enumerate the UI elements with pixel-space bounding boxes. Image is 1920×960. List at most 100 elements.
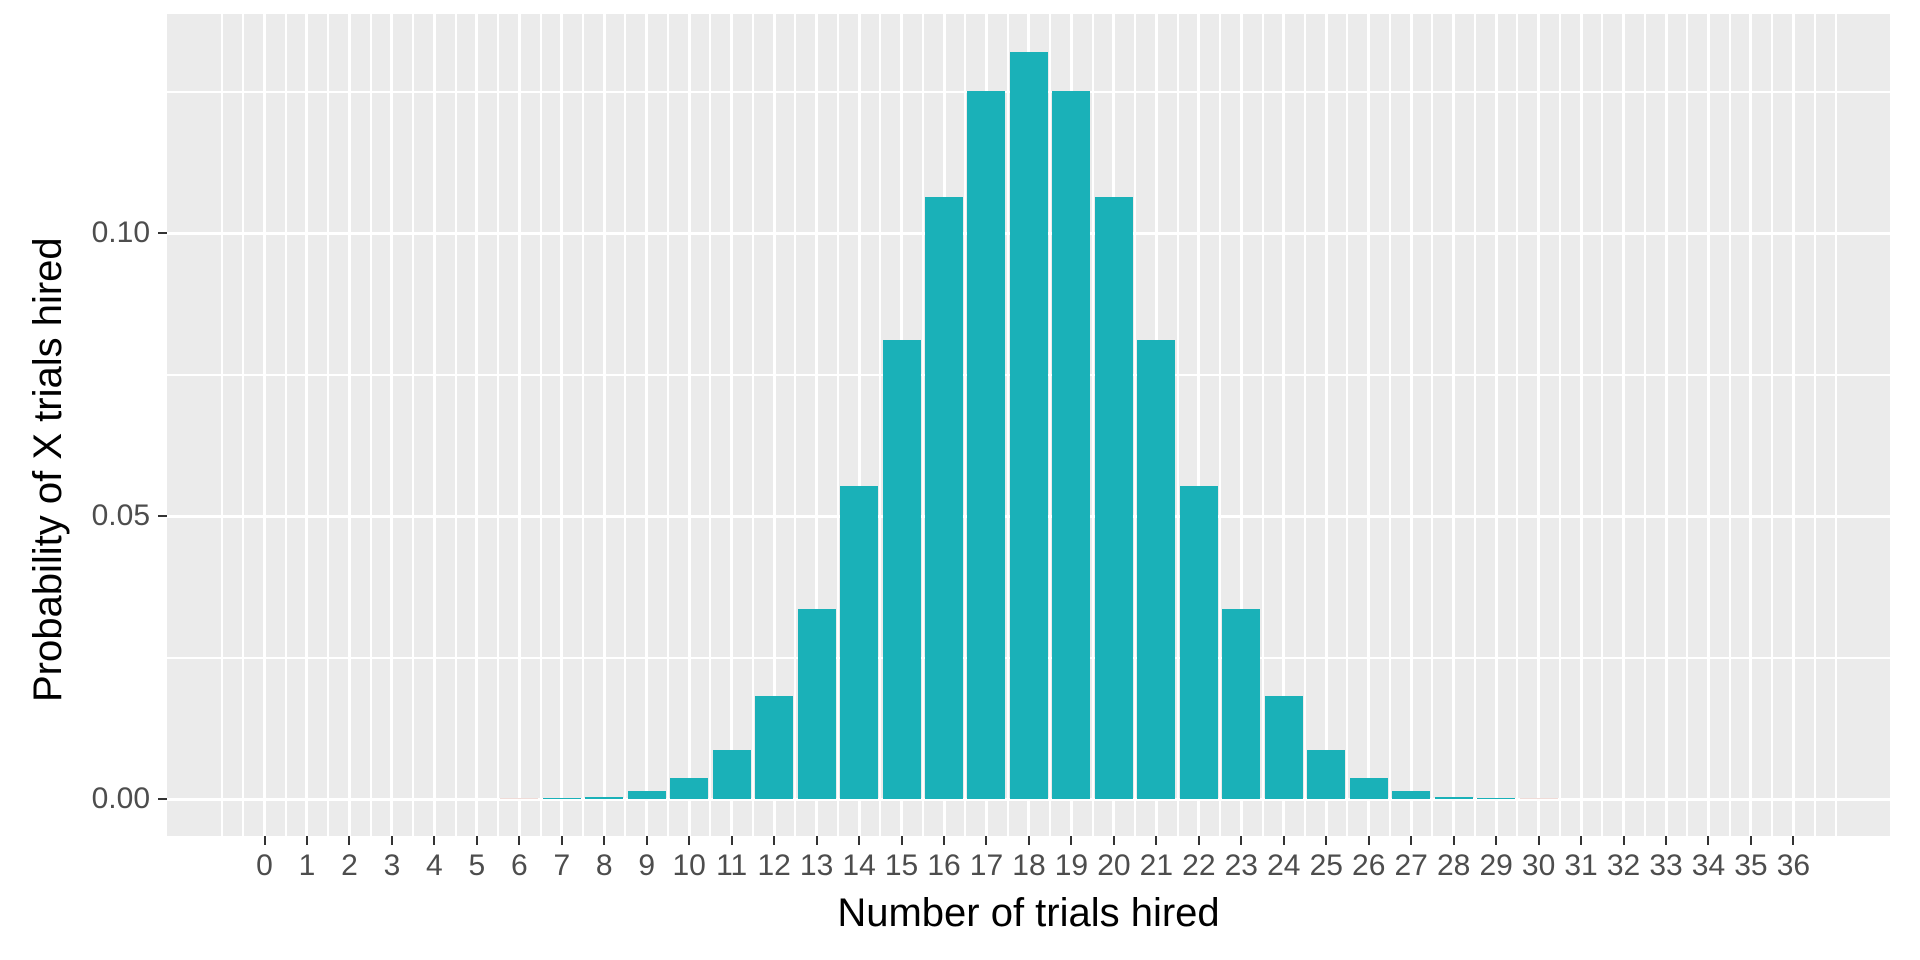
x-minor-gridline [1813,14,1816,836]
x-major-gridline [1706,14,1710,836]
x-minor-gridline [412,14,415,836]
x-tick-mark [773,836,776,845]
x-tick-label: 34 [1691,849,1726,882]
x-tick-mark [985,836,988,845]
x-tick-label: 19 [1054,849,1089,882]
bar-x30 [1519,798,1558,799]
x-major-gridline [602,14,606,836]
x-tick-label: 16 [927,849,961,882]
x-minor-gridline [836,14,839,836]
x-major-gridline [305,14,309,836]
x-minor-gridline [1558,14,1561,836]
x-tick-mark [1197,836,1200,845]
x-tick-mark [1707,836,1710,845]
x-tick-mark [1155,836,1158,845]
bar-x16 [925,197,964,799]
bar-x25 [1307,749,1346,799]
x-tick-mark [1112,836,1115,845]
x-major-gridline [1282,14,1286,836]
x-minor-gridline [964,14,967,836]
x-major-gridline [645,14,649,836]
x-major-gridline [1239,14,1243,836]
bar-x17 [967,90,1006,799]
y-tick-label: 0.05 [91,499,150,532]
x-tick-mark [943,836,946,845]
x-major-gridline [432,14,436,836]
x-major-gridline [1494,14,1498,836]
x-tick-label: 4 [426,849,443,882]
x-tick-label: 31 [1564,849,1598,882]
x-tick-label: 29 [1479,849,1513,882]
bar-x20 [1094,197,1133,799]
x-tick-mark [305,836,308,845]
x-minor-gridline [1834,14,1837,836]
x-major-gridline [1537,14,1541,836]
bar-x12 [755,695,794,799]
x-tick-mark [688,836,691,845]
x-tick-mark [560,836,563,845]
x-tick-mark [390,836,393,845]
x-tick-mark [1325,836,1328,845]
y-tick-mark [158,232,167,234]
x-major-gridline [1791,14,1795,836]
x-tick-label: 10 [672,849,706,882]
x-tick-mark [730,836,733,845]
x-minor-gridline [1473,14,1476,836]
bar-x18 [1009,51,1048,799]
bar-x8 [585,796,624,799]
y-axis-title: Probability of X trials hired [26,237,70,702]
x-tick-mark [1282,836,1285,845]
x-tick-mark [858,836,861,845]
bar-x6 [500,798,539,799]
x-major-gridline [1579,14,1583,836]
x-major-gridline [1664,14,1668,836]
bar-x29 [1477,797,1516,799]
x-minor-gridline [1219,14,1222,836]
x-minor-gridline [794,14,797,836]
x-axis-title: Number of trials hired [837,891,1220,935]
x-tick-label: 1 [298,849,316,882]
x-tick-label: 5 [468,849,486,882]
x-tick-label: 25 [1309,849,1343,882]
x-minor-gridline [539,14,542,836]
x-tick-mark [1027,836,1030,845]
x-minor-gridline [1686,14,1689,836]
x-major-gridline [475,14,479,836]
x-minor-gridline [1134,14,1137,836]
x-tick-label: 22 [1182,849,1216,882]
x-major-gridline [1409,14,1413,836]
x-tick-mark [1070,836,1073,845]
x-tick-mark [1537,836,1540,845]
x-major-gridline [857,14,861,836]
x-tick-label: 32 [1606,849,1641,882]
bar-x23 [1222,608,1261,799]
bar-x19 [1052,90,1091,799]
x-tick-label: 30 [1521,849,1556,882]
x-tick-mark [1495,836,1498,845]
x-tick-label: 23 [1224,849,1258,882]
x-tick-label: 36 [1776,849,1811,882]
bar-x14 [840,486,879,799]
x-minor-gridline [1516,14,1519,836]
x-minor-gridline [709,14,712,836]
x-minor-gridline [1728,14,1731,836]
x-minor-gridline [1176,14,1179,836]
x-tick-mark [1749,836,1752,845]
bar-x7 [542,797,581,799]
x-tick-label: 27 [1394,849,1428,882]
x-tick-label: 0 [256,849,273,882]
x-tick-mark [815,836,818,845]
bar-x10 [670,778,709,799]
x-minor-gridline [1771,14,1774,836]
x-tick-label: 35 [1734,849,1768,882]
x-minor-gridline [1261,14,1264,836]
y-tick-label: 0.00 [91,782,150,815]
x-tick-mark [900,836,903,845]
x-minor-gridline [1643,14,1646,836]
x-major-gridline [772,14,776,836]
x-minor-gridline [879,14,882,836]
x-minor-gridline [1388,14,1391,836]
x-major-gridline [1452,14,1456,836]
x-tick-label: 11 [716,849,748,882]
y-major-gridline [167,797,1890,801]
